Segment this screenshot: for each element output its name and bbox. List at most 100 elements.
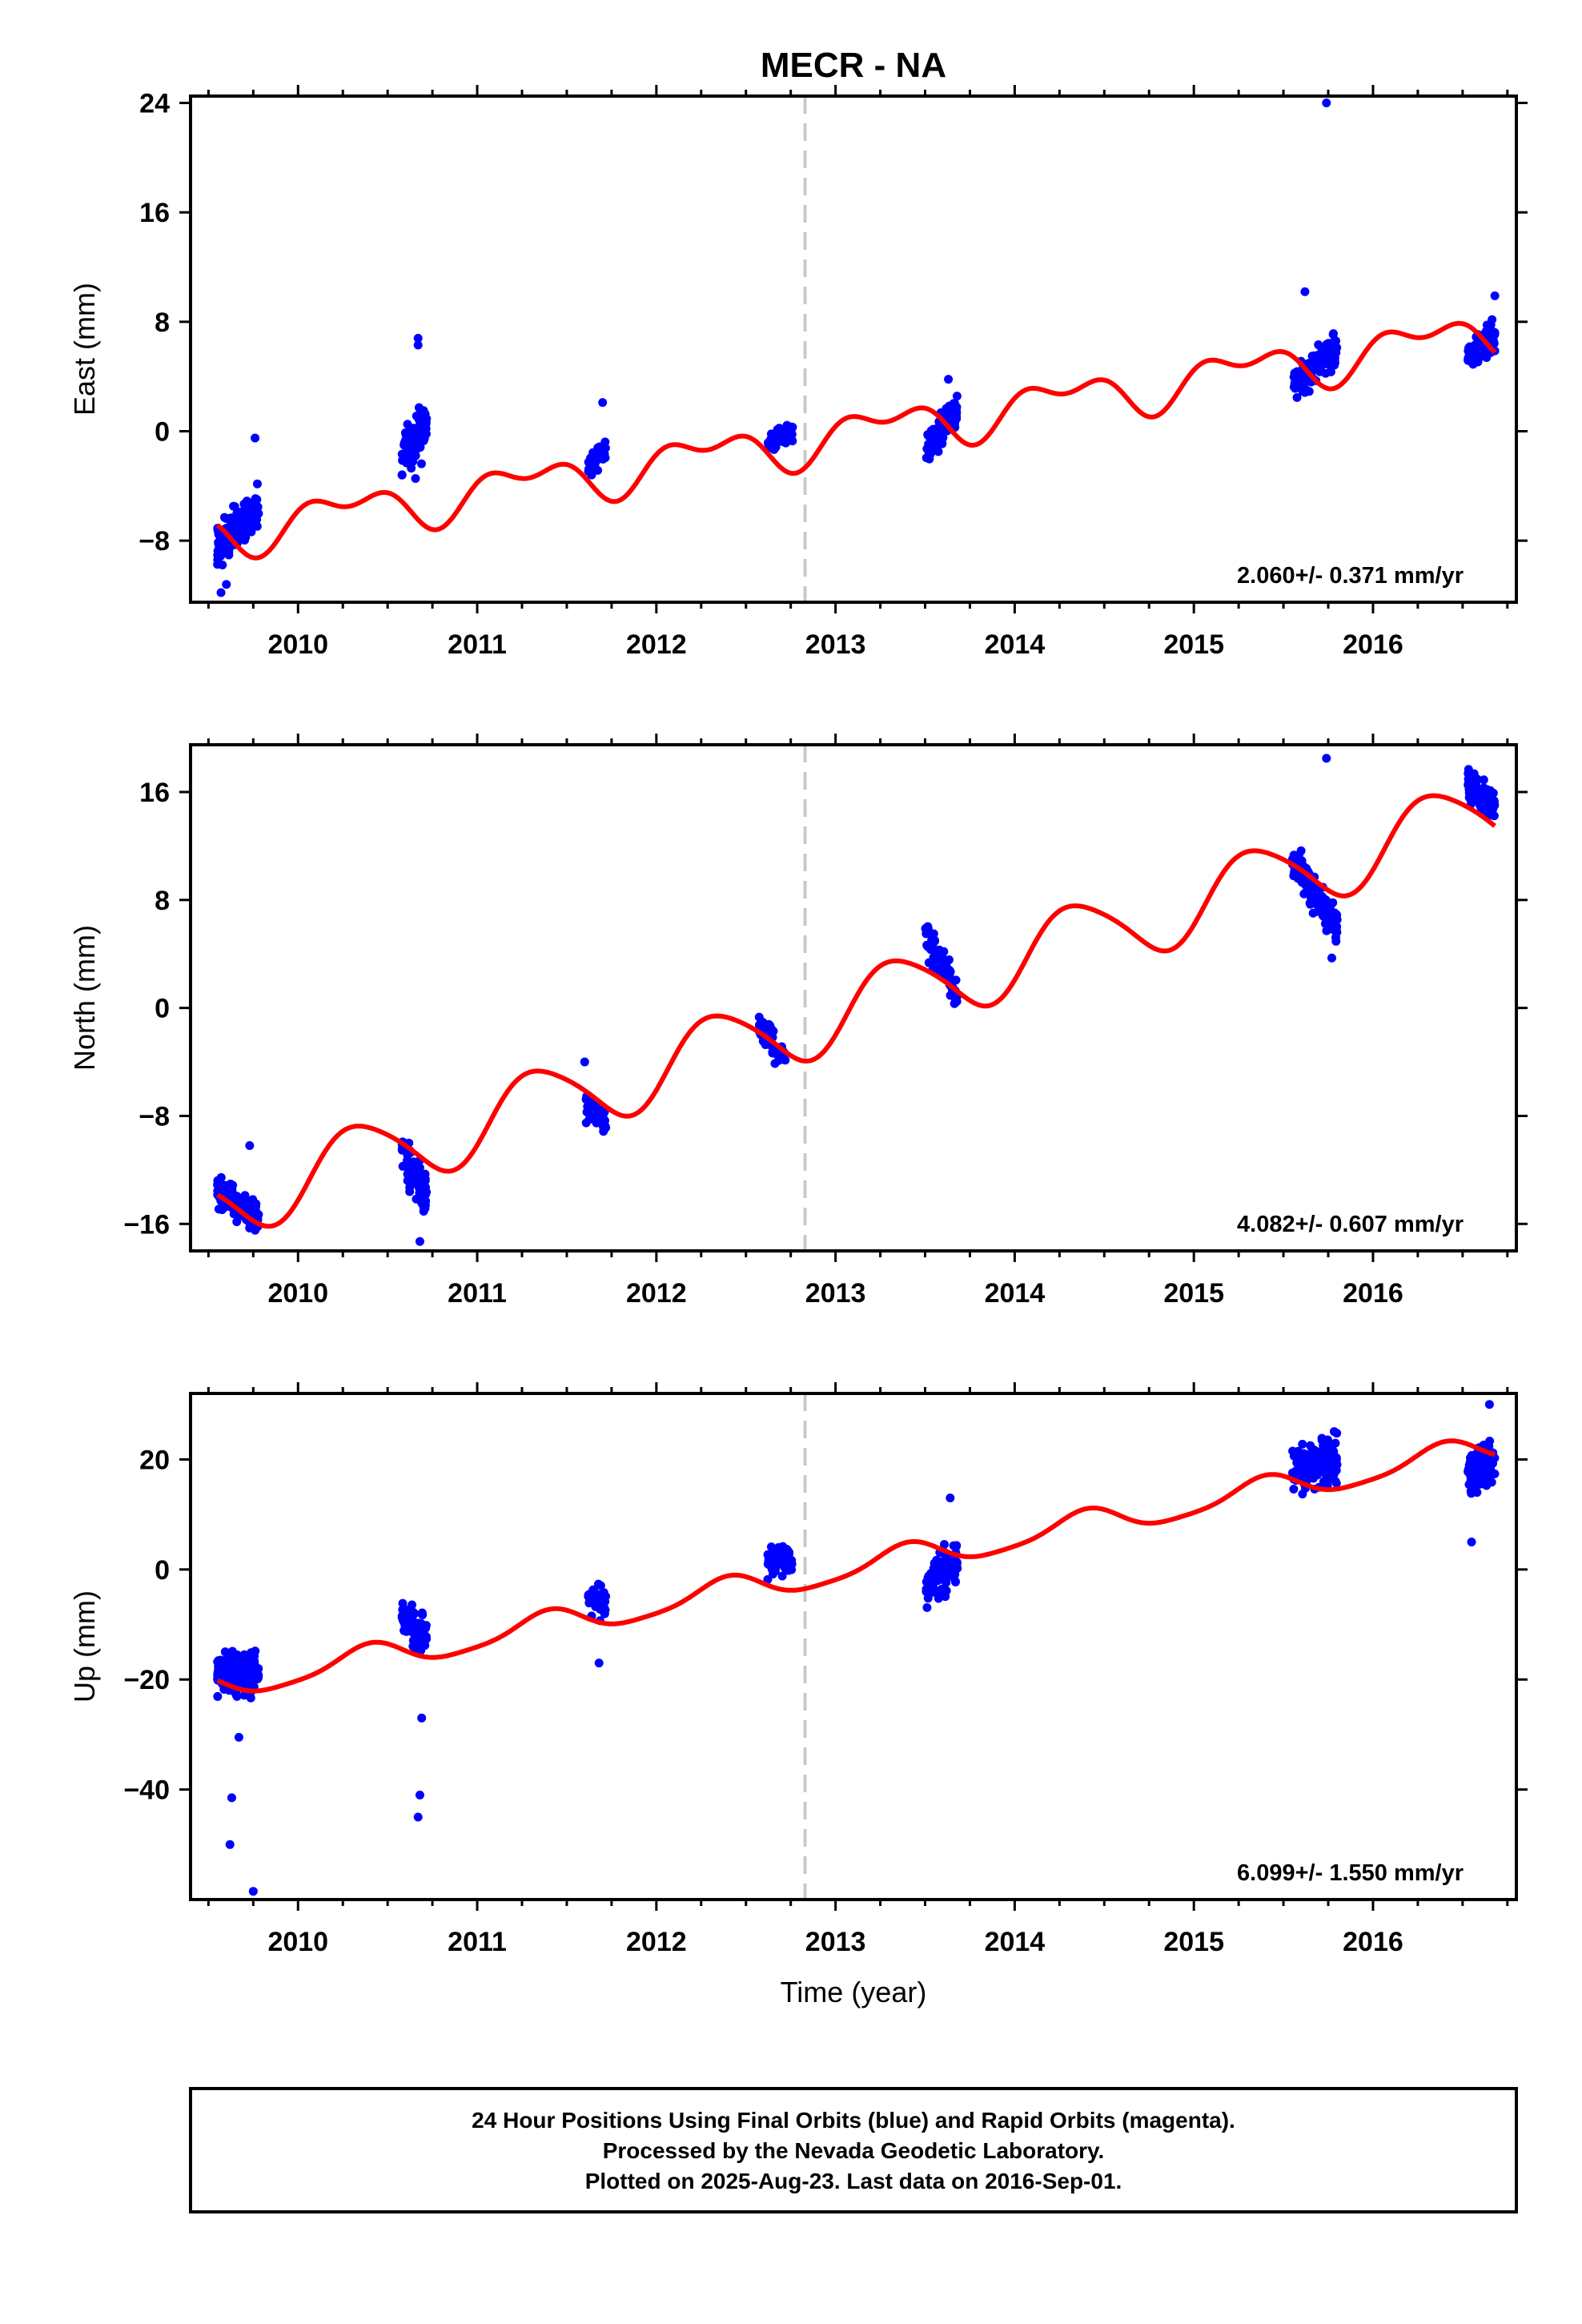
data-point bbox=[1485, 1437, 1495, 1446]
data-point bbox=[404, 1620, 414, 1630]
data-point bbox=[1308, 1461, 1318, 1470]
data-point bbox=[416, 459, 426, 468]
data-point bbox=[600, 437, 610, 447]
data-point bbox=[413, 340, 423, 350]
data-point bbox=[929, 1563, 938, 1573]
data-point bbox=[777, 1558, 787, 1568]
x-tick-label: 2015 bbox=[1163, 629, 1224, 660]
data-point bbox=[221, 1662, 231, 1671]
y-tick-label: 8 bbox=[155, 308, 170, 338]
x-tick-label: 2015 bbox=[1163, 1927, 1224, 1957]
data-point bbox=[1289, 382, 1299, 392]
data-point bbox=[248, 1654, 258, 1663]
data-point bbox=[1298, 1461, 1307, 1470]
data-point bbox=[1289, 1485, 1299, 1494]
data-point bbox=[1325, 907, 1335, 917]
data-point bbox=[1467, 1489, 1476, 1498]
y-tick-label: −40 bbox=[123, 1775, 170, 1806]
data-point bbox=[227, 1184, 237, 1194]
data-point bbox=[407, 464, 416, 473]
data-point bbox=[213, 1691, 223, 1701]
data-point bbox=[219, 513, 229, 522]
data-point bbox=[938, 951, 947, 961]
data-point bbox=[409, 1177, 419, 1187]
x-tick-label: 2014 bbox=[985, 1278, 1046, 1309]
data-point bbox=[592, 1118, 601, 1128]
data-point bbox=[1331, 932, 1340, 942]
data-point bbox=[940, 963, 950, 972]
data-point bbox=[216, 1172, 226, 1182]
model-fit-line bbox=[215, 320, 1497, 561]
x-tick-label: 2016 bbox=[1343, 1278, 1403, 1309]
data-point bbox=[227, 1647, 237, 1656]
data-point bbox=[421, 1623, 431, 1633]
data-point bbox=[1490, 291, 1500, 300]
data-point bbox=[1294, 1446, 1303, 1456]
data-point bbox=[1468, 778, 1478, 787]
data-point bbox=[416, 432, 426, 442]
data-point bbox=[214, 529, 223, 539]
plot-frame bbox=[189, 1392, 1518, 1901]
data-point bbox=[1483, 792, 1492, 802]
chart-title: MECR - NA bbox=[761, 46, 946, 85]
caption-line-2: Processed by the Nevada Geodetic Laborat… bbox=[603, 2138, 1105, 2163]
data-point bbox=[1488, 315, 1497, 324]
data-point bbox=[591, 1602, 600, 1611]
x-axis-label: Time (year) bbox=[781, 1976, 927, 2008]
y-tick-label: 24 bbox=[139, 89, 170, 119]
data-point bbox=[1300, 388, 1310, 397]
data-point bbox=[594, 1659, 604, 1668]
data-point bbox=[924, 958, 934, 967]
data-point bbox=[1483, 1467, 1492, 1477]
data-point bbox=[1307, 895, 1317, 904]
data-point bbox=[1479, 775, 1488, 785]
data-point bbox=[1322, 99, 1331, 108]
panel-3: 20 0 −20 −40 2010 2011 2012 2013 2014 2015 2016 Up … bbox=[68, 1382, 1528, 2008]
data-point bbox=[946, 1494, 955, 1503]
y-axis-label: North (mm) bbox=[68, 925, 101, 1071]
data-point bbox=[416, 1197, 426, 1207]
data-point bbox=[926, 449, 935, 459]
data-point bbox=[415, 1236, 424, 1246]
y-tick-label: −8 bbox=[139, 526, 170, 557]
x-tick-label: 2012 bbox=[626, 629, 687, 660]
data-point bbox=[754, 1012, 764, 1022]
data-point bbox=[588, 464, 597, 473]
data-point bbox=[588, 1588, 597, 1598]
data-point bbox=[777, 1571, 787, 1581]
data-point bbox=[252, 521, 262, 531]
data-point bbox=[1464, 343, 1474, 352]
data-point bbox=[422, 414, 432, 424]
data-point bbox=[934, 447, 943, 456]
data-point bbox=[415, 1790, 424, 1799]
data-point bbox=[227, 1793, 236, 1803]
data-point bbox=[952, 1541, 962, 1550]
data-point bbox=[1300, 287, 1310, 296]
y-axis-label: East (mm) bbox=[68, 283, 101, 416]
data-point bbox=[235, 1198, 244, 1208]
velocity-label: 2.060+/- 0.371 mm/yr bbox=[1237, 563, 1464, 589]
data-point bbox=[1315, 901, 1324, 911]
data-point bbox=[1329, 360, 1339, 370]
data-point bbox=[1320, 1461, 1330, 1470]
data-point bbox=[1332, 1429, 1342, 1438]
data-point bbox=[1322, 754, 1331, 763]
data-point bbox=[944, 955, 954, 965]
data-point bbox=[934, 1594, 943, 1603]
data-point bbox=[770, 1566, 780, 1576]
data-point bbox=[785, 1550, 794, 1559]
data-point bbox=[245, 519, 255, 529]
data-point bbox=[419, 406, 428, 416]
data-point bbox=[596, 1581, 605, 1590]
data-point bbox=[251, 433, 260, 443]
x-tick-label: 2010 bbox=[267, 1278, 328, 1309]
data-point bbox=[230, 501, 239, 511]
data-point bbox=[225, 1839, 235, 1849]
data-point bbox=[412, 1622, 422, 1632]
y-tick-label: 16 bbox=[139, 198, 170, 228]
data-point bbox=[252, 495, 262, 505]
data-point bbox=[580, 1057, 589, 1067]
x-tick-label: 2013 bbox=[805, 629, 866, 660]
data-point bbox=[921, 924, 930, 934]
data-point bbox=[252, 479, 262, 489]
